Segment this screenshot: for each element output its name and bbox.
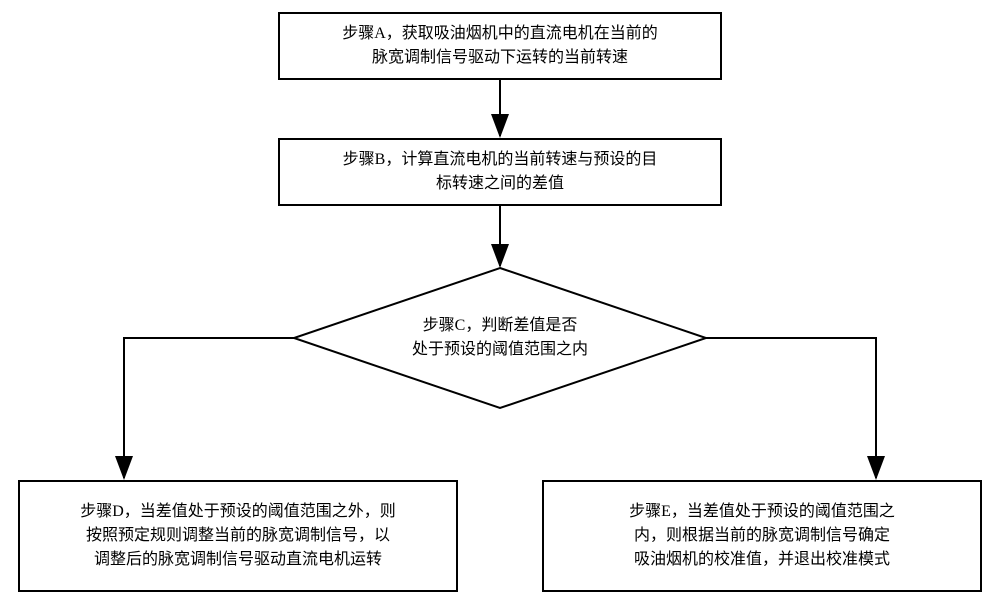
step-d-text: 步骤D，当差值处于预设的阈值范围之外，则 按照预定规则调整当前的脉宽调制信号，以… — [80, 500, 396, 572]
edge-c-d — [124, 338, 294, 478]
step-c-line1: 步骤C，判断差值是否 — [423, 317, 578, 334]
step-e-text: 步骤E，当差值处于预设的阈值范围之 内，则根据当前的脉宽调制信号确定 吸油烟机的… — [629, 500, 895, 572]
step-d-line2: 按照预定规则调整当前的脉宽调制信号，以 — [86, 527, 390, 544]
step-c-text: 步骤C，判断差值是否 处于预设的阈值范围之内 — [412, 314, 588, 362]
step-c-line2: 处于预设的阈值范围之内 — [412, 341, 588, 358]
step-b-line2: 标转速之间的差值 — [436, 175, 564, 192]
step-e-box: 步骤E，当差值处于预设的阈值范围之 内，则根据当前的脉宽调制信号确定 吸油烟机的… — [542, 480, 982, 592]
step-e-line1: 步骤E，当差值处于预设的阈值范围之 — [629, 503, 895, 520]
step-d-line1: 步骤D，当差值处于预设的阈值范围之外，则 — [80, 503, 396, 520]
step-a-text: 步骤A，获取吸油烟机中的直流电机在当前的 脉宽调制信号驱动下运转的当前转速 — [342, 22, 658, 70]
step-b-text: 步骤B，计算直流电机的当前转速与预设的目 标转速之间的差值 — [343, 148, 658, 196]
step-e-line3: 吸油烟机的校准值，并退出校准模式 — [634, 551, 890, 568]
step-e-line2: 内，则根据当前的脉宽调制信号确定 — [634, 527, 890, 544]
step-c-text-wrap: 步骤C，判断差值是否 处于预设的阈值范围之内 — [294, 268, 706, 408]
step-d-box: 步骤D，当差值处于预设的阈值范围之外，则 按照预定规则调整当前的脉宽调制信号，以… — [18, 480, 458, 592]
step-a-box: 步骤A，获取吸油烟机中的直流电机在当前的 脉宽调制信号驱动下运转的当前转速 — [278, 12, 722, 80]
step-b-line1: 步骤B，计算直流电机的当前转速与预设的目 — [343, 151, 658, 168]
step-a-line1: 步骤A，获取吸油烟机中的直流电机在当前的 — [342, 25, 658, 42]
step-b-box: 步骤B，计算直流电机的当前转速与预设的目 标转速之间的差值 — [278, 138, 722, 206]
step-d-line3: 调整后的脉宽调制信号驱动直流电机运转 — [94, 551, 382, 568]
edge-c-e — [706, 338, 876, 478]
step-a-line2: 脉宽调制信号驱动下运转的当前转速 — [372, 49, 628, 66]
